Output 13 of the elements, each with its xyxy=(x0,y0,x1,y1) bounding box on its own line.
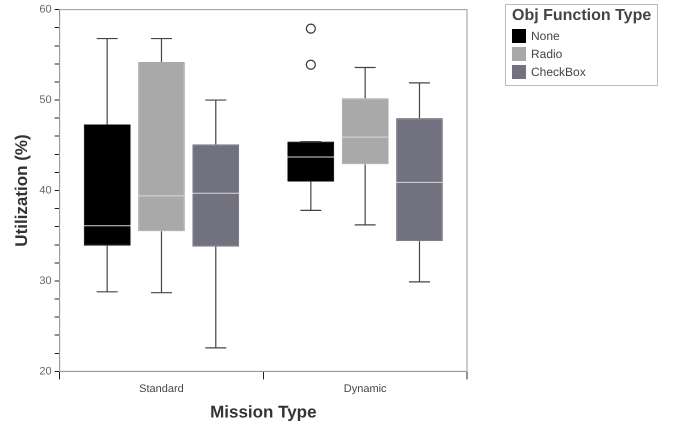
legend-label: CheckBox xyxy=(531,64,586,81)
x-tick-label: Dynamic xyxy=(344,383,388,396)
legend-label: None xyxy=(531,28,560,45)
y-tick-label: 60 xyxy=(39,4,52,16)
y-axis-title: Utilization (%) xyxy=(12,134,31,247)
legend-label: Radio xyxy=(531,46,562,63)
y-tick-label: 40 xyxy=(39,184,52,197)
x-axis-title: Mission Type xyxy=(210,402,317,422)
y-tick-label: 20 xyxy=(39,365,52,378)
y-tick-label: 50 xyxy=(39,94,52,106)
y-tick-label: 30 xyxy=(39,274,52,287)
legend-title: Obj Function Type xyxy=(512,7,652,25)
x-tick-label: Standard xyxy=(139,383,184,396)
